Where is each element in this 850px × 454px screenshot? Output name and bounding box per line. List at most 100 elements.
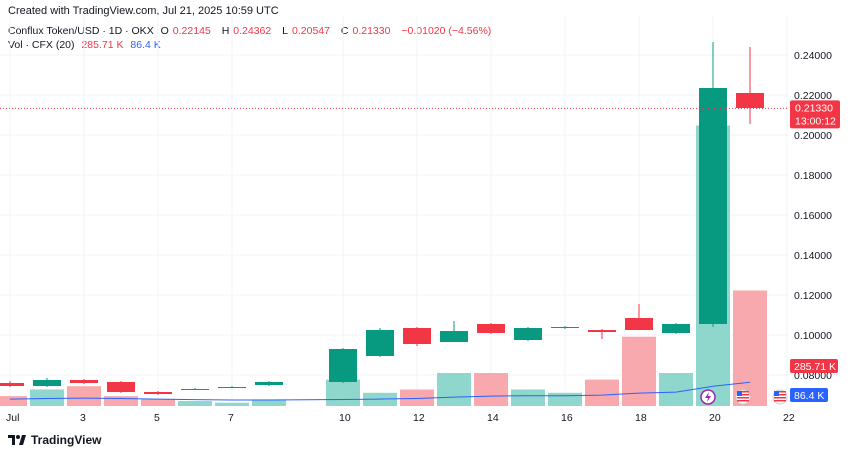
high-label: H (221, 25, 230, 37)
candle-body (107, 382, 135, 392)
time-tick-label: Jul (6, 412, 19, 424)
volume-bar (659, 373, 693, 406)
candle (366, 328, 394, 357)
last-price-label: 0.21330 (795, 102, 833, 114)
volume-bar (30, 389, 64, 406)
time-tick-label: 20 (709, 412, 721, 424)
volume-tag (790, 359, 838, 373)
volume-ma-tag-label: 86.4 K (794, 390, 824, 402)
grid (0, 15, 788, 406)
candle (514, 327, 542, 341)
candle-body (366, 330, 394, 356)
volume-bar (326, 379, 360, 406)
time-tick-label: 5 (154, 412, 160, 424)
candle (699, 42, 727, 327)
time-tick-label: 3 (80, 412, 86, 424)
volume-label: Vol · CFX (20) (8, 39, 75, 51)
time-tick-label: 7 (228, 412, 234, 424)
us-flag-event-icon[interactable] (735, 389, 751, 405)
change-value: −0.01020 (−4.56%) (401, 25, 492, 37)
candle-body (403, 328, 431, 344)
price-tick-label: 0.14000 (794, 250, 832, 262)
event-bolt-icon[interactable] (700, 389, 716, 405)
candle (70, 379, 98, 384)
candle (329, 348, 357, 383)
candle (0, 381, 24, 387)
candle-body (218, 387, 246, 388)
price-tick-label: 0.10000 (794, 330, 832, 342)
candles (0, 42, 764, 395)
candle-body (477, 324, 505, 333)
candle (625, 304, 653, 330)
candle (255, 381, 283, 386)
volume-value: 285.71 K (81, 39, 124, 51)
open-label: O (160, 25, 169, 37)
candle (440, 321, 468, 342)
candle-body (440, 331, 468, 342)
candle (736, 47, 764, 124)
candle (403, 327, 431, 346)
volume-legend: Vol · CFX (20) 285.71 K 86.4 K (8, 39, 165, 51)
created-with-label: Created with TradingView.com, Jul 21, 20… (8, 5, 279, 17)
volume-bar (511, 389, 545, 406)
candle-body (662, 324, 690, 333)
low-value: 0.20547 (292, 25, 330, 37)
high-value: 0.24362 (233, 25, 272, 37)
close-label: C (340, 25, 349, 37)
volume-bar (215, 402, 249, 406)
volume-bar (437, 373, 471, 406)
candle-body (181, 389, 209, 390)
volume-bar (0, 396, 27, 406)
volume-bar (474, 373, 508, 406)
price-tick-label: 0.24000 (794, 50, 832, 62)
volume-bar (400, 389, 434, 406)
volume-ma-line (9, 381, 751, 401)
volume-bar (104, 396, 138, 406)
candle-body (514, 328, 542, 340)
candle-body (625, 318, 653, 330)
time-tick-label: 22 (783, 412, 795, 424)
time-tick-label: 12 (413, 412, 425, 424)
volume-bar (252, 399, 286, 406)
price-tick-label: 0.12000 (794, 290, 832, 302)
candle-body (70, 380, 98, 383)
volume-bar (178, 401, 212, 406)
volume-bars (0, 125, 767, 406)
symbol-label: Conflux Token/USD · 1D · OKX (8, 25, 154, 37)
tradingview-logo: TradingView (8, 433, 101, 447)
time-tick-label: 18 (635, 412, 647, 424)
candle-body (0, 383, 24, 386)
candle-body (736, 93, 764, 108)
volume-tag-label: 285.71 K (794, 361, 836, 373)
low-label: L (282, 25, 289, 37)
countdown-label: 13:00:12 (795, 115, 836, 127)
candle (662, 323, 690, 334)
price-tick-label: 0.22000 (794, 90, 832, 102)
volume-bar (141, 399, 175, 406)
tradingview-logo-icon (8, 435, 26, 445)
candle-body (144, 392, 172, 394)
open-value: 0.22145 (172, 25, 211, 37)
candle-body (329, 349, 357, 382)
candle-body (588, 330, 616, 332)
us-flag-event-icon[interactable] (772, 389, 788, 405)
price-tick-label: 0.16000 (794, 210, 832, 222)
candle (33, 378, 61, 387)
time-tick-label: 16 (561, 412, 573, 424)
candle-body (551, 327, 579, 328)
volume-bar (622, 336, 656, 406)
time-tick-label: 14 (487, 412, 499, 424)
candle-body (33, 380, 61, 386)
volume-ma-tag (790, 388, 828, 402)
volume-bar (585, 379, 619, 406)
volume-bar (733, 290, 767, 406)
close-value: 0.21330 (352, 25, 391, 37)
candle (477, 323, 505, 334)
candle (144, 391, 172, 395)
candle (181, 388, 209, 390)
time-tick-label: 10 (339, 412, 351, 424)
volume-bar (548, 392, 582, 406)
last-price-tag (790, 100, 840, 129)
